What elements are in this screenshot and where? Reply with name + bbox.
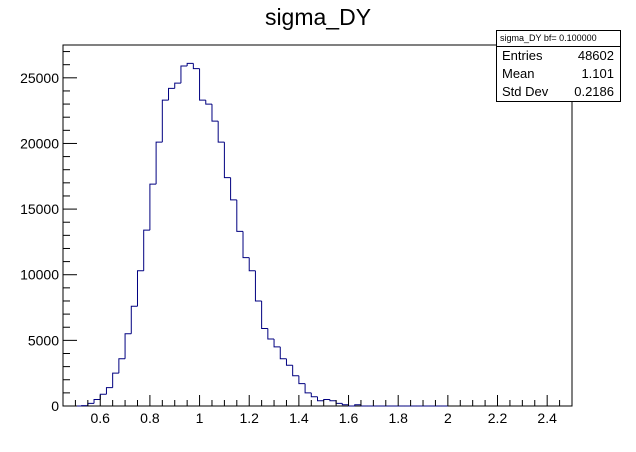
x-tick-label: 2.2 — [488, 410, 508, 426]
x-tick-label: 1.2 — [239, 410, 259, 426]
histogram-bin — [87, 402, 95, 406]
stats-box-title: sigma_DY bf= 0.100000 — [497, 31, 620, 47]
histogram-bin — [136, 270, 144, 307]
histogram-bin — [335, 400, 343, 404]
histogram-bin — [130, 305, 138, 334]
x-tick-label: 2 — [444, 410, 452, 426]
histogram-bin — [155, 141, 163, 185]
histogram-bin — [360, 404, 368, 407]
x-tick-label: 2.4 — [537, 410, 557, 426]
histogram-bin — [112, 372, 119, 388]
histogram-bin — [304, 383, 312, 394]
histogram-bin — [298, 375, 306, 385]
stats-mean-label: Mean — [502, 66, 535, 81]
stats-std-value: 0.2186 — [574, 84, 614, 99]
y-tick-label: 0 — [51, 398, 59, 414]
histogram-bin — [348, 404, 355, 407]
stats-row-std: Std Dev 0.2186 — [497, 83, 620, 101]
axes: 0.6 0.8 1 1.2 1.4 1.6 1.8 2 2.2 2.4 0 5000 10000 1500… — [20, 51, 573, 426]
histogram-bin — [174, 82, 181, 89]
stats-row-mean: Mean 1.101 — [497, 65, 620, 83]
histogram-bin — [230, 177, 237, 201]
histogram-bin — [317, 396, 324, 402]
plot-frame-box — [62, 44, 573, 407]
y-tick-label: 15000 — [20, 201, 59, 217]
stats-row-entries: Entries 48602 — [497, 47, 620, 65]
histogram-bin — [323, 398, 330, 401]
x-tick-label: 0.6 — [91, 410, 111, 426]
histogram-bin — [168, 87, 175, 101]
stats-mean-value: 1.101 — [581, 66, 614, 81]
histogram-bin — [254, 270, 262, 302]
y-tick-label: 20000 — [20, 135, 59, 151]
histogram-bin — [105, 387, 113, 395]
histogram-bin — [143, 229, 150, 271]
histogram-bin — [186, 62, 194, 66]
histogram-bin — [329, 399, 337, 402]
histogram-bin — [354, 404, 361, 406]
y-tick-label: 25000 — [20, 70, 59, 86]
histogram-bin — [199, 68, 206, 101]
histogram-bin — [118, 358, 126, 374]
x-tick-label: 1.8 — [388, 410, 408, 426]
plot-frame — [62, 44, 573, 407]
histogram-bin — [124, 333, 132, 359]
histogram-bin — [273, 339, 281, 348]
histogram-bin — [242, 231, 250, 259]
y-tick-label: 10000 — [20, 267, 59, 283]
stats-std-label: Std Dev — [502, 84, 549, 99]
histogram-bin — [99, 393, 107, 400]
histogram-bin — [267, 328, 275, 340]
histogram-bin — [161, 99, 169, 143]
x-tick-label: 0.8 — [140, 410, 160, 426]
histogram-bin — [223, 142, 231, 179]
x-tick-label: 1 — [196, 410, 204, 426]
histogram-bin — [341, 403, 349, 406]
stats-entries-label: Entries — [502, 48, 543, 63]
stats-entries-value: 48602 — [577, 48, 614, 63]
histogram-series — [75, 62, 448, 407]
histogram-bin — [285, 358, 293, 366]
y-tick-label: 5000 — [28, 332, 59, 348]
histogram-bin — [292, 365, 299, 377]
histogram-bin — [310, 392, 318, 398]
x-tick-label: 1.6 — [339, 410, 359, 426]
histogram-bin — [93, 398, 101, 404]
histogram-bin — [248, 257, 256, 272]
histogram-bin — [180, 65, 188, 84]
histogram-bin — [279, 346, 287, 360]
histogram-bin — [211, 104, 219, 122]
histogram-bin — [149, 183, 157, 231]
chart-title: sigma_DY — [264, 4, 372, 30]
histogram-bin — [205, 100, 212, 105]
x-tick-label: 1.4 — [289, 410, 309, 426]
stats-box: sigma_DY bf= 0.100000 Entries 48602 Mean… — [496, 30, 621, 102]
histogram-bin — [192, 63, 200, 70]
histogram-bin — [217, 121, 225, 143]
histogram-bin — [261, 300, 268, 330]
histogram-bin — [236, 199, 244, 232]
